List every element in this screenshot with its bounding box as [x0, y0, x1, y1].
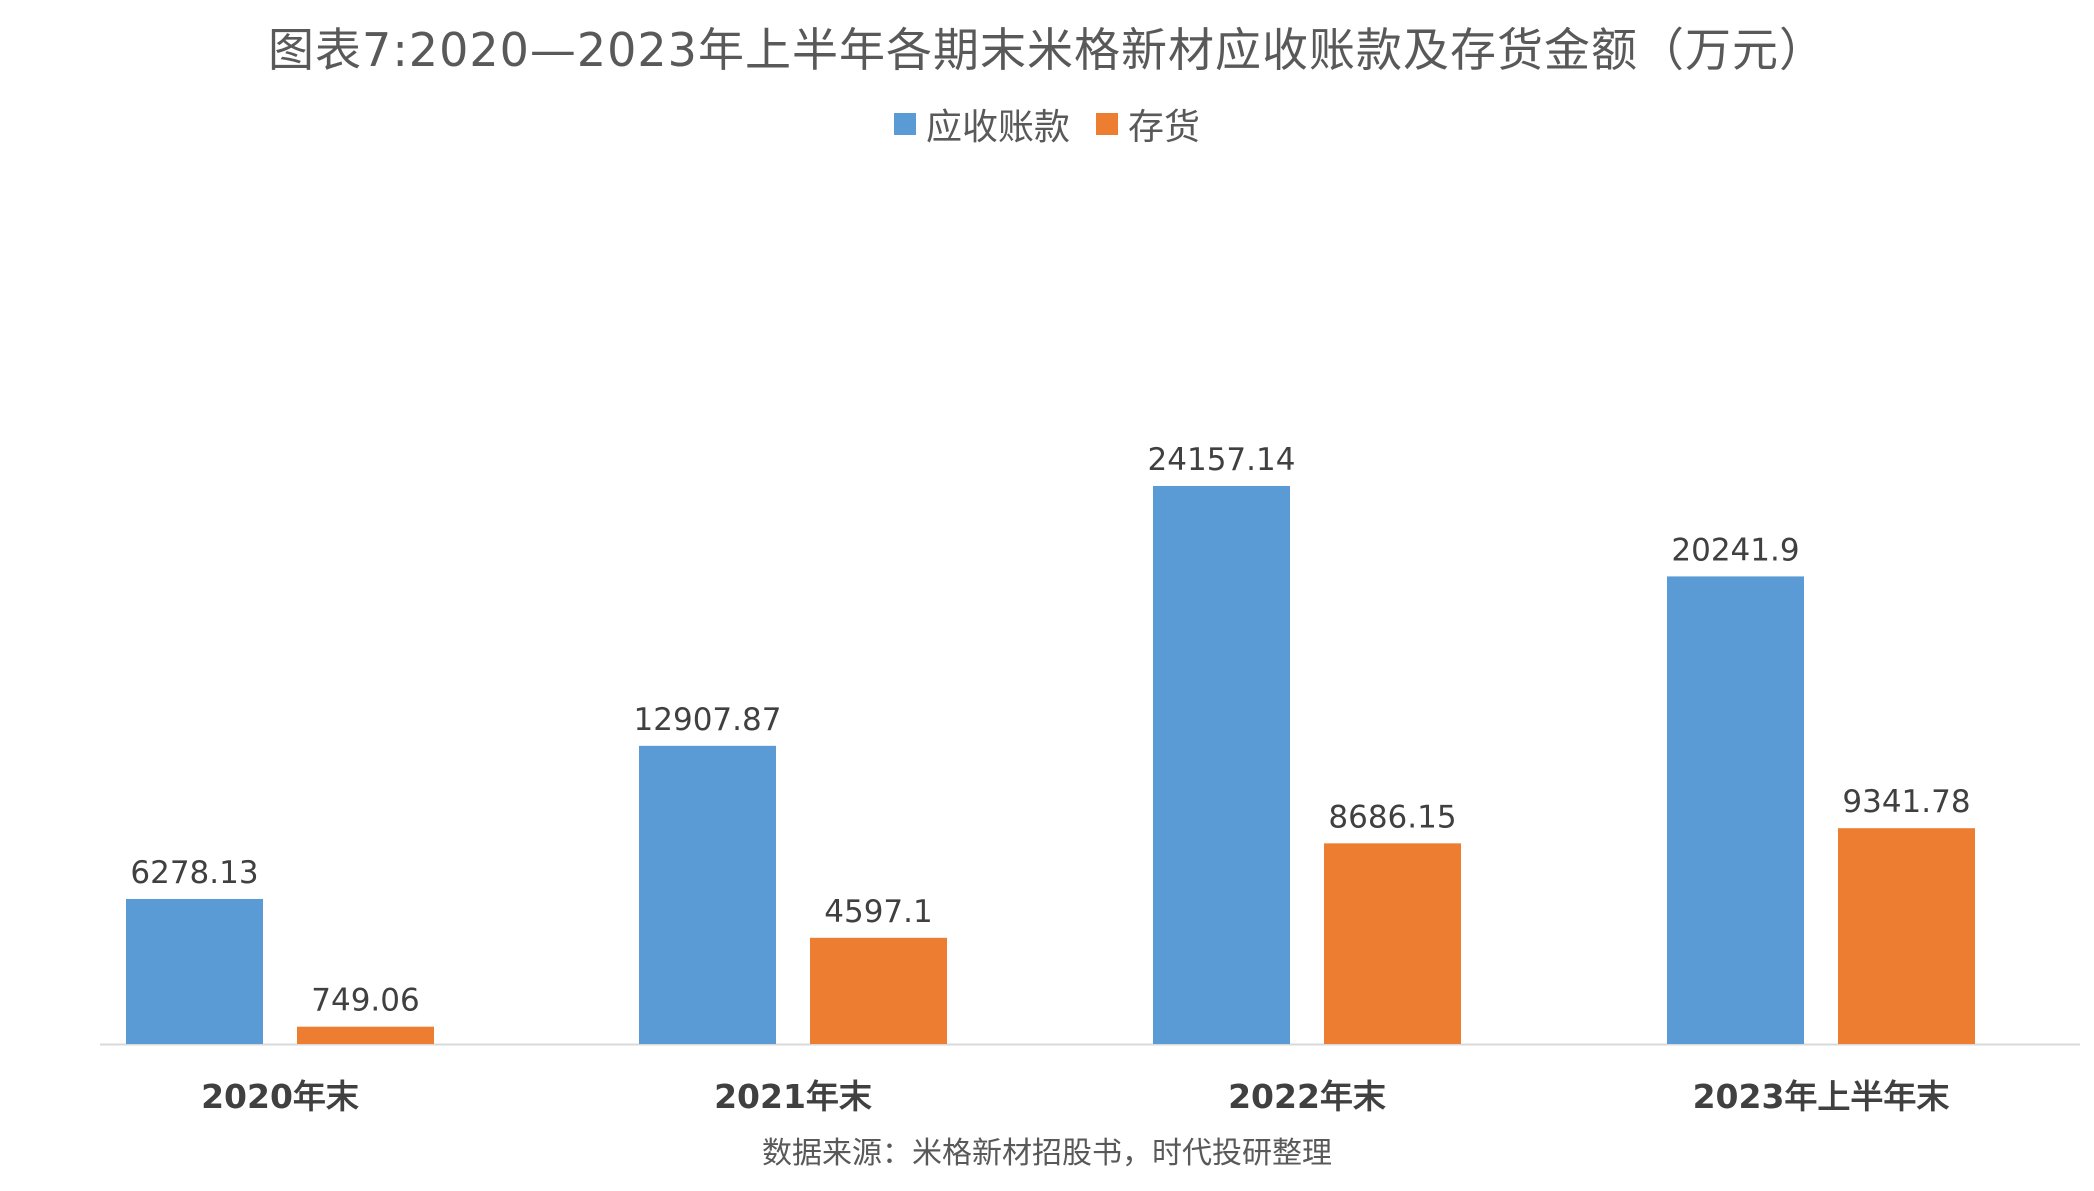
data-label-inventory-1: 4597.1 [824, 894, 932, 930]
data-label-inventory-0: 749.06 [311, 983, 419, 1019]
x-tick-label-3: 2023年上半年末 [1693, 1077, 1950, 1116]
data-label-receivables-3: 20241.9 [1671, 532, 1799, 568]
bar-receivables-3 [1667, 576, 1804, 1044]
legend-label-receivables: 应收账款 [925, 107, 1070, 148]
x-tick-label-2: 2022年末 [1228, 1077, 1386, 1116]
bar-inventory-2 [1324, 843, 1461, 1044]
chart-title: 图表7:2020—2023年上半年各期末米格新材应收账款及存货金额（万元） [268, 23, 1826, 77]
bar-receivables-2 [1153, 485, 1290, 1044]
data-label-receivables-1: 12907.87 [634, 702, 782, 738]
x-tick-label-1: 2021年末 [714, 1077, 872, 1116]
bar-inventory-1 [810, 937, 947, 1044]
bar-receivables-0 [126, 898, 263, 1044]
data-label-inventory-3: 9341.78 [1842, 784, 1970, 820]
data-label-inventory-2: 8686.15 [1328, 799, 1456, 835]
data-label-receivables-2: 24157.14 [1148, 442, 1296, 478]
legend-swatch-inventory [1096, 113, 1118, 135]
legend-swatch-receivables [893, 113, 916, 135]
bar-inventory-3 [1838, 828, 1975, 1044]
x-tick-label-0: 2020年末 [201, 1077, 359, 1116]
chart-legend: 应收账款 存货 [0, 98, 2094, 150]
legend-item-receivables: 应收账款 [893, 98, 1070, 150]
bar-receivables-1 [639, 745, 776, 1044]
bar-inventory-0 [297, 1026, 434, 1044]
legend-label-inventory: 存货 [1128, 107, 1201, 148]
data-label-receivables-0: 6278.13 [130, 855, 258, 891]
legend-item-inventory: 存货 [1096, 98, 1200, 150]
source-note: 数据来源：米格新材招股书，时代投研整理 [762, 1136, 1332, 1171]
